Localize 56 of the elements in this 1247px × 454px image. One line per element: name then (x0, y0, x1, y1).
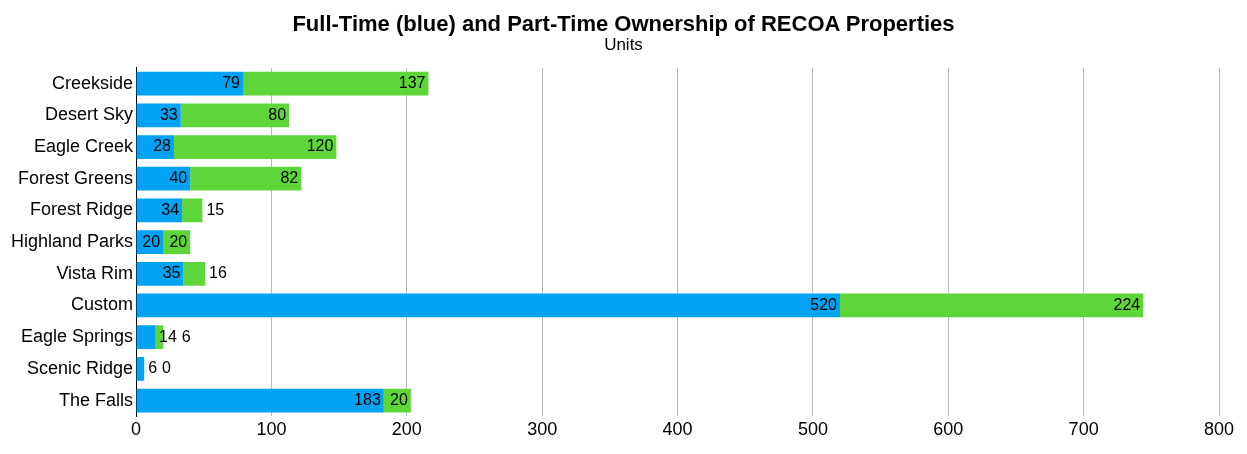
bar (136, 356, 145, 381)
data-label: 28 (153, 137, 172, 155)
y-tick-label: Eagle Springs (20, 326, 134, 347)
x-tick-label: 500 (797, 419, 828, 440)
x-tick-label: 0 (131, 419, 142, 440)
data-label: 15 (206, 200, 225, 218)
data-label: 16 (209, 264, 227, 282)
data-label: 79 (222, 74, 241, 92)
bar (136, 388, 384, 413)
data-label: 20 (390, 390, 408, 408)
data-label: 20 (169, 232, 188, 250)
data-label: 520 (810, 295, 838, 313)
data-label: 35 (162, 264, 181, 282)
x-tick-label: 100 (256, 419, 287, 440)
x-tick-label: 600 (933, 419, 964, 440)
data-label: 6 (181, 327, 191, 345)
x-tick-label: 700 (1068, 419, 1099, 440)
y-tick-label: Vista Rim (56, 262, 134, 283)
bar (243, 71, 429, 96)
bar (182, 198, 203, 223)
data-label: 82 (280, 169, 299, 187)
bar (190, 166, 302, 191)
y-tick-label: Forest Greens (18, 167, 134, 188)
data-label: 224 (1113, 295, 1141, 313)
bar (839, 293, 1144, 318)
data-label: 33 (159, 105, 178, 123)
data-label: 40 (169, 169, 188, 187)
bar (173, 135, 337, 159)
bar (136, 325, 156, 350)
y-tick-label: Custom (71, 294, 134, 315)
data-label: 0 (162, 359, 172, 377)
data-label: 6 (148, 359, 158, 377)
bar (136, 71, 243, 96)
data-label: 20 (142, 232, 161, 250)
x-tick-label: 400 (662, 419, 693, 440)
bar (183, 261, 206, 286)
y-tick-label: Creekside (52, 72, 134, 93)
data-label: 80 (268, 105, 287, 123)
bar (136, 166, 191, 191)
data-label: 34 (161, 200, 180, 218)
y-tick-label: Eagle Creek (34, 136, 135, 156)
x-tick-label: 800 (1203, 419, 1235, 440)
x-tick-label: 300 (527, 419, 558, 440)
y-tick-label: Desert Sky (45, 104, 134, 125)
y-tick-label: The Falls (59, 389, 134, 410)
bar (136, 293, 840, 318)
chart-subtitle: Units (603, 35, 643, 54)
y-tick-label: Highland Parks (11, 231, 134, 252)
y-tick-label: Forest Ridge (30, 199, 134, 220)
data-label: 183 (354, 390, 381, 408)
chart-title: Full-Time (blue) and Part-Time Ownership of RECOA Properties (291, 11, 956, 36)
data-label: 120 (306, 137, 334, 155)
bar (180, 103, 290, 128)
x-tick-label: 200 (391, 419, 422, 440)
y-tick-label: Scenic Ridge (27, 357, 134, 378)
data-label: 137 (398, 74, 426, 92)
